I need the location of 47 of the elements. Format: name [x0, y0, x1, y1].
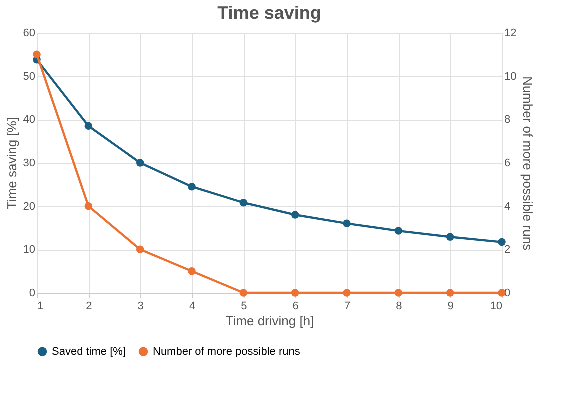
- point: [84, 202, 93, 210]
- y2-tick-label: 8: [504, 114, 511, 126]
- point: [291, 289, 300, 297]
- point: [446, 289, 454, 297]
- x-tick-label: 2: [86, 300, 92, 312]
- point: [394, 227, 403, 235]
- point: [446, 233, 454, 241]
- x-tick-label: 6: [292, 300, 299, 312]
- x-tick-label: 9: [448, 300, 454, 312]
- point: [136, 246, 144, 254]
- x-tick-label: 8: [396, 300, 402, 312]
- point: [188, 182, 196, 191]
- y-tick-label: 50: [23, 70, 36, 83]
- y2-tick-label: 2: [504, 244, 511, 256]
- point: [136, 159, 144, 167]
- point: [343, 220, 351, 228]
- point: [394, 289, 403, 297]
- point: [240, 289, 248, 297]
- point: [343, 289, 351, 297]
- x-tick-label: 4: [189, 300, 196, 312]
- point: [188, 267, 196, 276]
- x-tick-label: 5: [241, 300, 248, 312]
- y-tick-label: 10: [23, 244, 36, 256]
- point: [33, 50, 41, 59]
- x-tick-label: 3: [138, 300, 144, 312]
- y2-tick-label: 6: [504, 158, 511, 170]
- y-tick-label: 20: [23, 200, 36, 213]
- y2-tick-label: 10: [504, 70, 517, 83]
- legend-label: Number of more possible runs: [153, 346, 301, 358]
- point: [291, 211, 300, 219]
- point: [498, 238, 506, 246]
- x-axis-title: Time driving [h]: [226, 314, 314, 328]
- y2-tick-label: 12: [504, 28, 517, 40]
- y2-axis-title: Number of more possible runs: [520, 76, 536, 252]
- point: [240, 199, 248, 207]
- y2-tick-label: 4: [504, 200, 511, 213]
- y-tick-label: 40: [23, 114, 36, 126]
- x-tick-label: 7: [344, 300, 351, 312]
- legend-label: Saved time [%]: [52, 346, 126, 358]
- y-tick-label: 0: [29, 288, 36, 300]
- x-tick-label: 1: [38, 300, 44, 312]
- point: [84, 122, 93, 130]
- x-tick-label: 10: [490, 300, 502, 312]
- chart-title: Time saving: [218, 3, 322, 23]
- y-tick-label: 60: [23, 28, 36, 40]
- y-tick-label: 30: [23, 158, 36, 170]
- y-axis-title: Time saving [%]: [4, 118, 20, 210]
